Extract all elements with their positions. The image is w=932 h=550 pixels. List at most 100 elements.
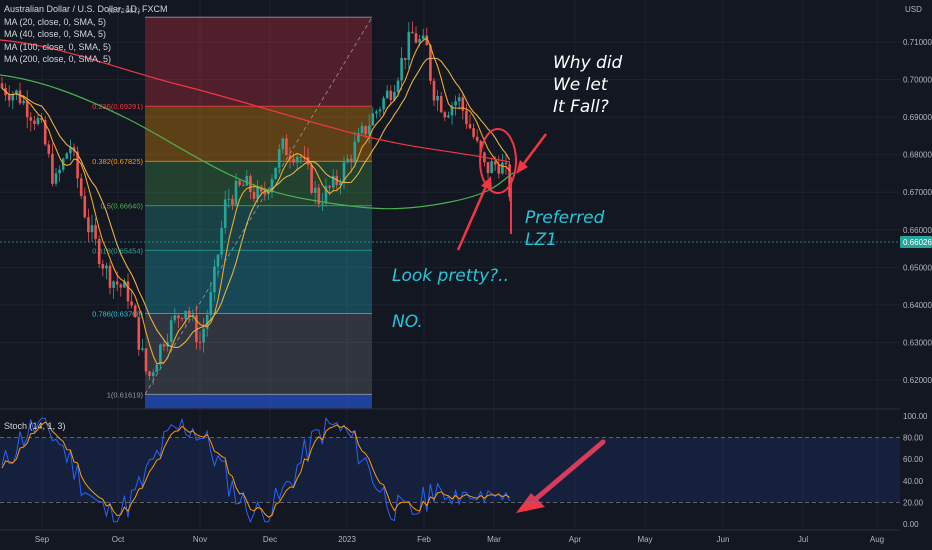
candle-body [18,90,22,104]
candle-body [267,192,270,195]
candle-body [7,95,11,101]
stoch-indicator-label[interactable]: Stoch (14, 1, 3) [4,421,66,431]
candle-body [11,94,15,101]
candle-body [342,162,346,184]
annotation-look-pretty[interactable]: Look pretty?.. [392,266,509,286]
time-tick-label: May [637,535,652,544]
ma-100-label[interactable]: MA (100, close, 0, SMA, 5) [4,41,112,52]
candle-body [468,124,472,129]
fib-label-4: 0.786(0.63768) [92,310,143,319]
candle-body [425,35,429,46]
candle-body [403,57,407,60]
candle-body [339,183,342,186]
candle-body [490,161,493,174]
stoch-axis[interactable]: 100.00 80.00 60.00 40.00 20.00 0.00 [903,412,928,529]
candle-body [486,162,490,174]
symbol-title[interactable]: Australian Dollar / U.S. Dollar, 1D, FXC… [4,4,168,14]
candle-body [187,310,191,317]
annotation-why-line3: It Fall? [553,97,609,117]
candle-body [367,125,371,135]
ma-20-label[interactable]: MA (20, close, 0, SMA, 5) [4,16,107,27]
candle-body [241,184,245,186]
annotation-preferred[interactable]: Preferred LZ1 [525,207,604,251]
time-tick-label: Dec [263,535,277,544]
arrow-stoch-line[interactable] [528,439,606,506]
candle-body [288,155,292,159]
candle-body [227,198,231,200]
price-tick-label: 0.63000 [903,338,932,347]
candle-body [382,98,385,110]
candle-body [400,57,403,81]
candle-body [256,186,259,199]
candle-body [198,341,202,343]
annotation-why-did[interactable]: Why did We let It Fall? [553,52,622,118]
annotation-preferred-line1: Preferred [525,208,605,228]
ma-20-line [1,37,511,365]
candle-body [65,153,69,159]
candle-body [0,83,4,89]
last-price-label: 0.66026 [903,238,932,247]
stoch-tick-label: 40.00 [903,477,924,486]
candle-body [331,175,335,188]
ma-200-label[interactable]: MA (200, close, 0, SMA, 5) [4,54,112,64]
ma-40-label[interactable]: MA (40, close, 0, SMA, 5) [4,29,107,39]
price-tick-label: 0.65000 [903,263,932,272]
price-tick-label: 0.62000 [903,376,932,385]
candle-body [306,156,310,165]
price-axis[interactable]: USD 0.71000 0.70000 0.69000 0.68000 0.67000 0.… [900,0,932,550]
candle-body [108,265,112,288]
stoch-tick-label: 100.00 [903,412,928,421]
annotation-no[interactable]: NO. [392,312,423,332]
time-axis[interactable]: Sep Oct Nov Dec 2023 Feb Mar Apr May Jun Jul Aug [0,529,900,544]
candle-body [90,225,94,233]
candle-body [105,265,108,269]
candle-body [94,225,97,240]
candle-body [508,164,511,197]
fib-retracement-tool[interactable]: 0.236(0.69291) 0.382(0.67825) 0.5(0.66640)… [92,6,373,409]
moving-average-lines [0,37,516,365]
candle-body [184,310,187,319]
candle-body [353,141,357,163]
candle-body [51,153,54,184]
arrow-pretty-line[interactable] [456,183,489,251]
price-tick-label: 0.69000 [903,113,932,122]
stoch-tick-label: 0.00 [903,520,919,529]
candle-body [220,228,223,255]
candle-body [245,175,249,186]
candle-body [443,112,447,118]
time-tick-label: Sep [35,535,50,544]
candle-body [385,90,389,99]
candle-body [216,254,220,267]
candle-body [436,96,439,101]
candle-body [493,161,497,165]
candle-body [454,101,457,106]
candle-body [234,180,238,205]
candle-body [479,140,483,153]
candle-body [295,156,299,163]
time-tick-label: Jul [798,535,808,544]
candle-body [58,169,61,174]
candle-body [360,126,364,133]
arrow-why-line[interactable] [521,133,547,167]
fib-label-3: 0.618(0.65454) [92,246,143,255]
stochastic-pane [0,416,900,524]
candle-body [47,144,51,154]
candle-body [130,301,133,306]
candle-body [461,97,465,111]
candle-body [36,118,40,124]
candle-body [173,315,177,321]
legend: Australian Dollar / U.S. Dollar, 1D, FXC… [4,3,168,66]
candle-body [310,164,313,194]
candle-body [371,113,375,126]
candle-body [274,167,277,180]
candle-body [231,198,234,205]
fib-zone-ext [145,394,372,409]
candle-body [429,45,432,81]
candle-body [393,91,396,101]
candle-body [180,317,184,319]
candle-body [87,217,90,233]
highlight-ellipse[interactable] [479,128,517,194]
annotation-drawings[interactable] [456,128,606,513]
fib-label-2: 0.5(0.66640) [100,202,143,211]
